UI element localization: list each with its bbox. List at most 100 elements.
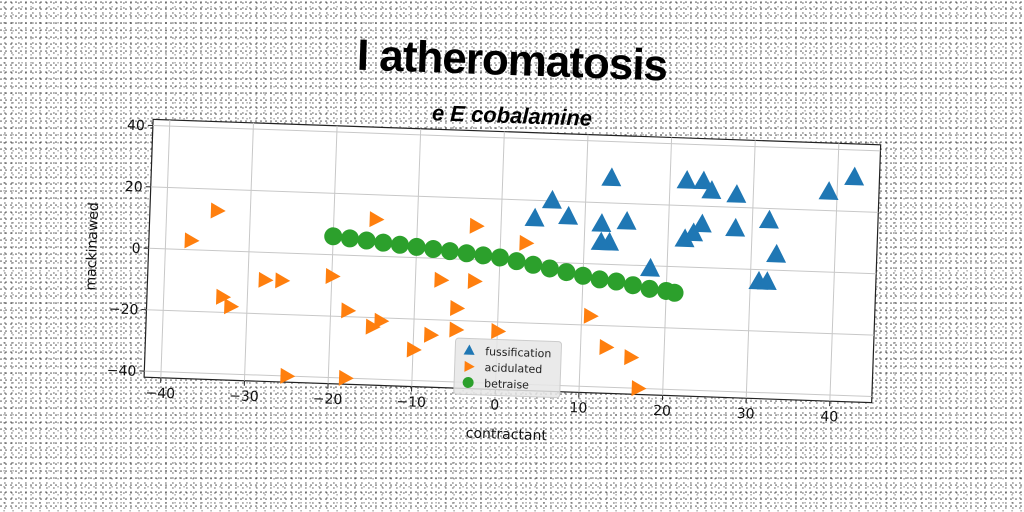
acidulated-point xyxy=(631,380,647,397)
x-tick-label: −40 xyxy=(145,385,175,402)
legend-box xyxy=(453,337,562,399)
betraise-point xyxy=(607,272,626,291)
acidulated-point xyxy=(338,369,354,386)
acidulated-point xyxy=(280,367,296,384)
acidulated-point xyxy=(583,307,599,324)
betraise-point xyxy=(374,233,393,252)
x-tick-label: 0 xyxy=(490,397,499,413)
series-layer xyxy=(184,166,865,397)
x-axis-label: contractant xyxy=(466,425,548,444)
fussification-point xyxy=(766,243,787,263)
acidulated-point xyxy=(224,298,240,315)
betraise-point xyxy=(574,266,593,285)
y-gridline xyxy=(152,125,881,152)
series-acidulated xyxy=(184,202,647,397)
legend-label-betraise: betraise xyxy=(484,377,530,392)
fussification-point xyxy=(591,213,612,233)
acidulated-point xyxy=(374,312,390,329)
fussification-point xyxy=(726,184,747,203)
y-tick-label: 40 xyxy=(127,118,145,135)
betraise-point xyxy=(340,229,359,248)
acidulated-point xyxy=(469,217,485,234)
acidulated-point xyxy=(624,349,640,366)
betraise-point xyxy=(390,235,409,254)
series-fussification xyxy=(524,166,865,291)
betraise-point xyxy=(623,276,642,295)
acidulated-point xyxy=(599,339,615,356)
series-betraise xyxy=(324,227,684,302)
x-tick-label: −30 xyxy=(229,388,259,405)
x-tick-label: −10 xyxy=(396,394,426,411)
x-tick-label: 30 xyxy=(736,406,754,423)
acidulated-point xyxy=(369,211,385,228)
fussification-point xyxy=(616,210,637,230)
acidulated-point xyxy=(325,268,341,285)
fussification-point xyxy=(640,257,660,277)
betraise-point xyxy=(557,263,576,282)
acidulated-point xyxy=(449,321,465,338)
legend-marker-fussification xyxy=(463,344,475,355)
legend-marker-betraise xyxy=(462,377,474,389)
y-tick-label: −20 xyxy=(109,301,139,318)
y-axis-label: mackinawed xyxy=(83,202,102,291)
x-tick-label: 40 xyxy=(820,409,838,426)
acidulated-point xyxy=(365,318,381,335)
fussification-point xyxy=(693,170,714,190)
acidulated-point xyxy=(491,322,507,339)
betraise-point xyxy=(357,231,376,250)
acidulated-point xyxy=(450,300,466,317)
fussification-point xyxy=(590,231,611,251)
betraise-point xyxy=(474,246,493,265)
betraise-point xyxy=(665,283,684,302)
betraise-point xyxy=(424,240,443,259)
x-tick-label: 10 xyxy=(569,400,587,417)
x-tick-label: 20 xyxy=(653,403,671,420)
betraise-point xyxy=(440,242,459,261)
y-tick-label: −40 xyxy=(106,363,136,380)
y-tick-label: 20 xyxy=(125,179,143,196)
acidulated-point xyxy=(258,271,274,288)
acidulated-point xyxy=(423,326,440,343)
betraise-point xyxy=(590,270,609,289)
fussification-point xyxy=(541,189,562,209)
fussification-point xyxy=(683,222,704,242)
betraise-point xyxy=(507,252,526,271)
fussification-point xyxy=(691,213,712,233)
betraise-point xyxy=(324,227,343,246)
acidulated-point xyxy=(184,232,200,249)
fussification-point xyxy=(558,205,579,225)
acidulated-point xyxy=(215,288,232,305)
fussification-point xyxy=(524,207,545,227)
y-gridline xyxy=(150,186,879,213)
acidulated-point xyxy=(341,302,357,319)
betraise-point xyxy=(490,248,509,267)
betraise-point xyxy=(524,255,543,274)
fussification-point xyxy=(601,167,622,187)
axis-ticks: −40 −30 −20 −10 0 10 20 30 40 −40 −20 0 20 40 xyxy=(106,118,838,426)
acidulated-point xyxy=(519,234,535,251)
y-gridline xyxy=(146,309,875,336)
acidulated-point xyxy=(406,341,422,358)
fussification-point xyxy=(701,180,722,199)
acidulated-point xyxy=(275,272,291,289)
fussification-point xyxy=(725,217,746,237)
betraise-point xyxy=(540,259,559,278)
acidulated-point xyxy=(434,271,450,288)
fussification-point xyxy=(818,181,839,200)
fussification-point xyxy=(758,209,779,229)
acidulated-point xyxy=(210,202,226,219)
fussification-point xyxy=(844,166,865,186)
fussification-point xyxy=(674,228,695,248)
betraise-point xyxy=(640,279,659,298)
fussification-point xyxy=(676,170,697,189)
legend-marker-acidulated xyxy=(464,360,475,372)
betraise-point xyxy=(407,237,426,256)
x-tick-label: −20 xyxy=(312,391,342,408)
fussification-point xyxy=(756,271,777,291)
legend-label-acidulated: acidulated xyxy=(484,361,542,376)
y-tick-label: 0 xyxy=(131,241,140,257)
acidulated-point xyxy=(467,272,483,289)
legend-label-fussification: fussification xyxy=(485,345,552,360)
